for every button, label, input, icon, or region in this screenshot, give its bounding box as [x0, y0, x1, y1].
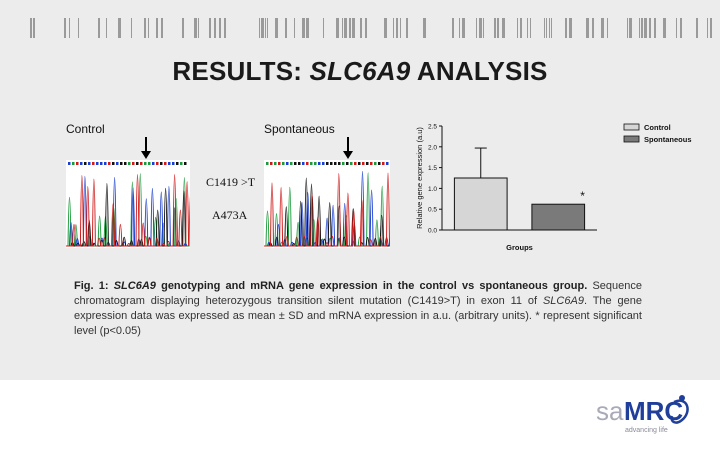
slide-title: RESULTS: SLC6A9 ANALYSIS [172, 56, 548, 86]
spontaneous-chromatogram-label: Spontaneous [264, 122, 335, 136]
y-tick-label: 1.0 [428, 186, 437, 193]
figure-caption: Fig. 1: SLC6A9 genotyping and mRNA gene … [74, 279, 642, 339]
logo-dot [679, 395, 685, 401]
mutation-label-a473a: A473A [212, 208, 248, 222]
significance-marker: * [580, 189, 585, 203]
logo-sa: sa [596, 396, 624, 426]
mutation-label-c1419t: C1419 >T [206, 175, 256, 189]
bar-control [453, 177, 508, 231]
y-tick-label: 0.0 [428, 228, 437, 235]
title-gene: SLC6A9 [309, 56, 411, 86]
bar-spontaneous [531, 203, 586, 231]
logo-tagline: advancing life [625, 427, 668, 434]
decorative-barcode-strip [30, 18, 712, 38]
legend-label: Control [644, 123, 671, 132]
y-tick-label: 2.0 [428, 144, 437, 151]
control-chromatogram-label: Control [66, 122, 105, 136]
y-tick-label: 0.5 [428, 207, 437, 214]
logo-swoosh [670, 399, 689, 424]
caption-lead: Fig. 1: SLC6A9 genotyping and mRNA gene … [74, 280, 588, 292]
legend-label: Spontaneous [644, 135, 692, 144]
y-axis-title: Relative gene expression (a.u) [415, 127, 424, 229]
spontaneous-mutation-arrow [343, 137, 353, 159]
control-chromatogram [66, 160, 190, 248]
spontaneous-chromatogram [264, 160, 390, 248]
samrc-logo: sa MRC advancing life [596, 395, 689, 434]
legend-swatch [623, 135, 640, 143]
legend-swatch [623, 123, 640, 131]
control-mutation-arrow [141, 137, 151, 159]
y-tick-label: 2.5 [428, 124, 437, 131]
caption-body: Sequence chromatogram displaying heteroz… [74, 280, 642, 337]
x-axis-title: Groups [506, 243, 533, 252]
gene-expression-bar-chart: Relative gene expression (a.u) 0.0 0.5 1.0 1… [415, 123, 692, 252]
y-tick-label: 1.5 [428, 165, 437, 172]
